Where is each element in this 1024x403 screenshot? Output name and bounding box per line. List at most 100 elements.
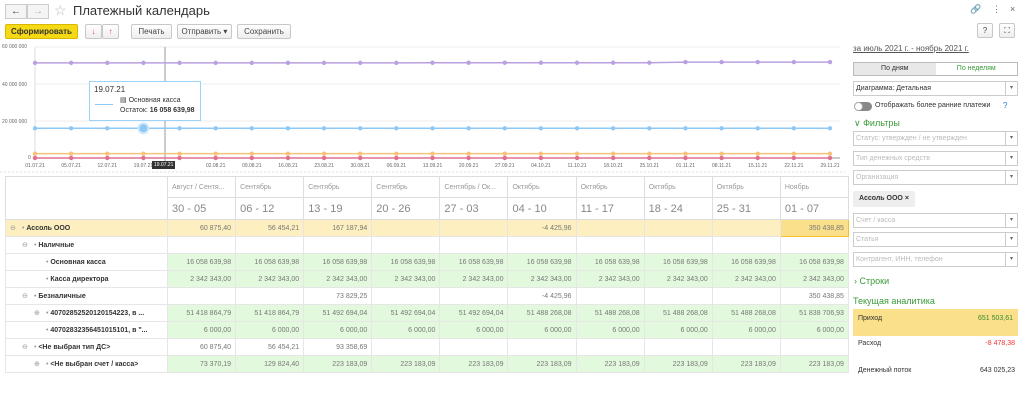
value-cell[interactable]: 6 000,00	[303, 321, 373, 339]
value-cell[interactable]: 2 342 343,00	[303, 270, 373, 288]
send-button[interactable]: Отправить ▾	[177, 24, 232, 39]
forward-button[interactable]: →	[27, 4, 49, 19]
more-icon[interactable]: ⋮	[992, 4, 1001, 14]
value-cell[interactable]: 223 183,09	[303, 355, 373, 373]
value-cell[interactable]: 2 342 343,00	[371, 270, 441, 288]
table-row[interactable]: • Касса директора 2 342 343,00 2 342 343,0…	[5, 270, 849, 288]
value-cell[interactable]: 51 492 694,04	[371, 304, 441, 322]
week-header[interactable]: 01 - 07	[779, 197, 849, 220]
value-cell[interactable]: 51 488 268,08	[575, 304, 645, 322]
value-cell[interactable]	[166, 287, 237, 305]
week-header[interactable]: 20 - 26	[371, 197, 441, 220]
balance-chart[interactable]	[0, 0, 845, 175]
table-row[interactable]: ⊖ • Наличные	[5, 236, 849, 254]
value-cell[interactable]	[711, 338, 781, 356]
organization-tag[interactable]: Ассоль ООО ×	[853, 191, 915, 207]
rows-toggle[interactable]: › Строки	[854, 276, 890, 286]
star-icon[interactable]: ☆	[54, 2, 67, 18]
row-label-cell[interactable]: ⊖ • Ассоль ООО	[5, 219, 168, 237]
money-type-filter[interactable]: Тип денежных средств ▾	[853, 151, 1018, 166]
value-cell[interactable]	[779, 236, 849, 254]
help-button[interactable]: ?	[977, 23, 993, 38]
value-cell[interactable]	[575, 338, 645, 356]
value-cell[interactable]: 2 342 343,00	[779, 270, 849, 288]
value-cell[interactable]	[575, 219, 645, 237]
value-cell[interactable]	[507, 338, 577, 356]
row-label-cell[interactable]: ⊖ • Безналичные	[5, 287, 168, 305]
value-cell[interactable]: 16 058 639,98	[711, 253, 781, 271]
value-cell[interactable]	[643, 287, 713, 305]
earlier-toggle[interactable]	[854, 102, 872, 111]
expand-icon[interactable]: ⊖	[10, 225, 16, 232]
expand-icon[interactable]: ⊕	[34, 361, 40, 368]
value-cell[interactable]: 60 875,40	[166, 219, 237, 237]
value-cell[interactable]: -4 425,96	[507, 287, 577, 305]
contractor-filter[interactable]: Контрагент, ИНН, телефон ▾	[853, 252, 1018, 267]
value-cell[interactable]: 2 342 343,00	[711, 270, 781, 288]
value-cell[interactable]: 16 058 639,98	[371, 253, 441, 271]
value-cell[interactable]: 16 058 639,98	[779, 253, 849, 271]
value-cell[interactable]: 2 342 343,00	[507, 270, 577, 288]
table-row[interactable]: • 40702832356451015101, в "... 6 000,00 6 …	[5, 321, 849, 339]
value-cell[interactable]: 56 454,21	[235, 219, 305, 237]
table-row[interactable]: ⊖ • <Не выбран тип ДС> 60 875,40 56 454,21…	[5, 338, 849, 356]
help-icon[interactable]: ?	[1003, 101, 1008, 110]
row-label-cell[interactable]: • Основная касса	[5, 253, 168, 271]
remove-icon[interactable]: ×	[904, 195, 909, 202]
week-header[interactable]: 06 - 12	[235, 197, 305, 220]
expand-icon[interactable]: ⊖	[22, 344, 28, 351]
sort-icon[interactable]: ↓	[85, 24, 102, 39]
value-cell[interactable]	[371, 338, 441, 356]
link-icon[interactable]: 🔗	[970, 4, 982, 14]
value-cell[interactable]	[643, 338, 713, 356]
expand-icon[interactable]: ⊖	[22, 242, 28, 249]
week-header[interactable]: 04 - 10	[507, 197, 577, 220]
sort-up-icon[interactable]: ↑	[102, 24, 119, 39]
week-header[interactable]: 27 - 03	[439, 197, 509, 220]
value-cell[interactable]: 223 183,09	[643, 355, 713, 373]
print-button[interactable]: Печать	[131, 24, 172, 39]
fullscreen-icon[interactable]: ⛶	[999, 23, 1015, 38]
value-cell[interactable]	[439, 219, 509, 237]
week-header[interactable]: 25 - 31	[711, 197, 781, 220]
expand-icon[interactable]: ⊕	[34, 310, 40, 317]
value-cell[interactable]	[439, 338, 509, 356]
value-cell[interactable]: 2 342 343,00	[643, 270, 713, 288]
value-cell[interactable]: 223 183,09	[439, 355, 509, 373]
by-weeks-button[interactable]: По неделям	[956, 65, 996, 72]
week-header[interactable]: 11 - 17	[575, 197, 645, 220]
value-cell[interactable]: 73 370,19	[166, 355, 237, 373]
value-cell[interactable]: 6 000,00	[439, 321, 509, 339]
value-cell[interactable]: 2 342 343,00	[166, 270, 237, 288]
value-cell[interactable]: 350 438,85	[779, 287, 849, 305]
table-row[interactable]: ⊕ • <Не выбран счет / касса> 73 370,19 129…	[5, 355, 849, 373]
table-row[interactable]: ⊖ • Безналичные 73 829,25 -4 425,96 350 438…	[5, 287, 849, 305]
value-cell[interactable]	[166, 236, 237, 254]
value-cell[interactable]	[303, 236, 373, 254]
value-cell[interactable]: 6 000,00	[779, 321, 849, 339]
value-cell[interactable]	[235, 287, 305, 305]
row-label-cell[interactable]: ⊕ • <Не выбран счет / касса>	[5, 355, 168, 373]
value-cell[interactable]	[711, 287, 781, 305]
value-cell[interactable]	[779, 338, 849, 356]
period-link[interactable]: за июль 2021 г. - ноябрь 2021 г.	[853, 44, 969, 53]
value-cell[interactable]: 16 058 639,98	[303, 253, 373, 271]
back-button[interactable]: ←	[5, 4, 27, 19]
value-cell[interactable]	[235, 236, 305, 254]
close-icon[interactable]: ×	[1010, 4, 1016, 14]
row-label-cell[interactable]: ⊖ • Наличные	[5, 236, 168, 254]
value-cell[interactable]: 73 829,25	[303, 287, 373, 305]
value-cell[interactable]	[575, 236, 645, 254]
value-cell[interactable]: 16 058 639,98	[643, 253, 713, 271]
value-cell[interactable]: 6 000,00	[643, 321, 713, 339]
value-cell[interactable]: 350 438,85	[779, 219, 849, 237]
value-cell[interactable]	[371, 219, 441, 237]
value-cell[interactable]: 51 488 268,08	[711, 304, 781, 322]
value-cell[interactable]: 2 342 343,00	[439, 270, 509, 288]
account-filter[interactable]: Счет / касса ▾	[853, 213, 1018, 228]
value-cell[interactable]: 16 058 639,98	[575, 253, 645, 271]
value-cell[interactable]: -4 425,96	[507, 219, 577, 237]
value-cell[interactable]: 16 058 639,98	[235, 253, 305, 271]
filters-toggle[interactable]: ∨ Фильтры	[854, 118, 900, 128]
value-cell[interactable]: 93 358,69	[303, 338, 373, 356]
